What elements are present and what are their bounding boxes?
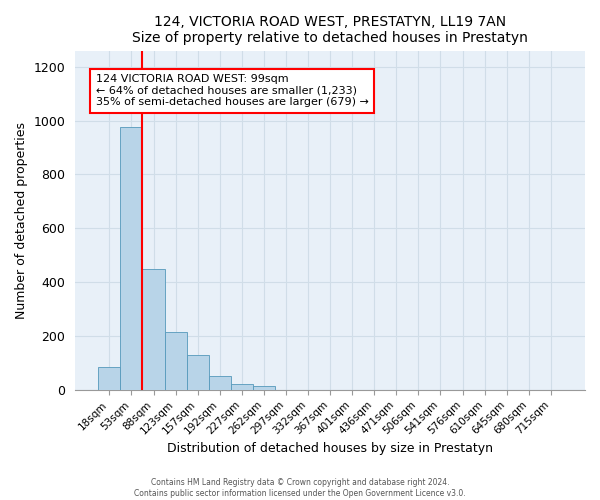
Text: 124 VICTORIA ROAD WEST: 99sqm
← 64% of detached houses are smaller (1,233)
35% o: 124 VICTORIA ROAD WEST: 99sqm ← 64% of d… <box>95 74 368 108</box>
Bar <box>142 268 164 390</box>
Bar <box>98 367 121 390</box>
Bar <box>231 384 253 390</box>
Title: 124, VICTORIA ROAD WEST, PRESTATYN, LL19 7AN
Size of property relative to detach: 124, VICTORIA ROAD WEST, PRESTATYN, LL19… <box>132 15 528 45</box>
Bar <box>164 332 187 390</box>
Bar <box>187 355 209 390</box>
Y-axis label: Number of detached properties: Number of detached properties <box>15 122 28 318</box>
Bar <box>253 386 275 390</box>
Bar <box>121 128 142 390</box>
X-axis label: Distribution of detached houses by size in Prestatyn: Distribution of detached houses by size … <box>167 442 493 455</box>
Bar <box>209 376 231 390</box>
Text: Contains HM Land Registry data © Crown copyright and database right 2024.
Contai: Contains HM Land Registry data © Crown c… <box>134 478 466 498</box>
